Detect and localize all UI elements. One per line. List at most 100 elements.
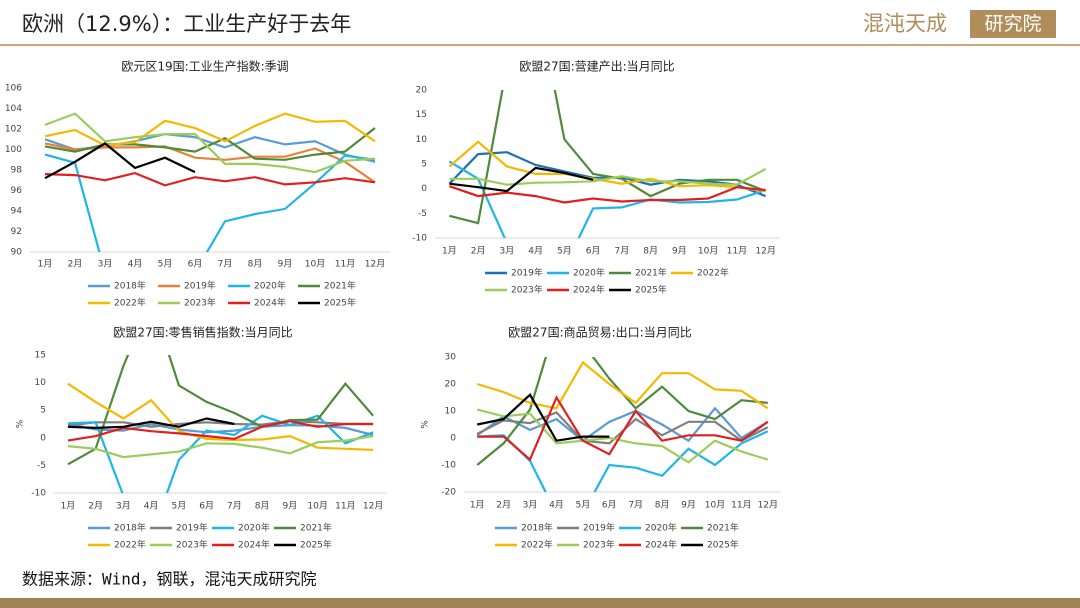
legend-label: 2023年 bbox=[511, 284, 543, 296]
legend-label: 2023年 bbox=[184, 297, 216, 309]
y-tick-label: 15 bbox=[35, 351, 46, 361]
x-tick-label: 11月 bbox=[335, 259, 355, 270]
y-axis-label: % bbox=[421, 420, 431, 429]
series-line bbox=[449, 185, 766, 204]
y-tick-label: 90 bbox=[11, 248, 23, 258]
y-tick-label: 102 bbox=[5, 125, 22, 135]
y-tick-label: 15 bbox=[416, 110, 427, 120]
x-tick-label: 8月 bbox=[248, 259, 263, 270]
x-tick-label: 1月 bbox=[38, 259, 53, 270]
y-tick-label: 10 bbox=[445, 407, 457, 417]
logo-text: 研究院 bbox=[984, 13, 1041, 35]
x-tick-label: 9月 bbox=[672, 246, 687, 257]
x-tick-label: 11月 bbox=[727, 246, 747, 257]
legend-label: 2018年 bbox=[114, 280, 146, 292]
x-tick-label: 7月 bbox=[218, 259, 233, 270]
legend-label: 2021年 bbox=[324, 280, 356, 292]
series-line bbox=[44, 171, 376, 187]
series-line bbox=[67, 417, 235, 430]
legend-label: 2021年 bbox=[707, 522, 739, 534]
series-line bbox=[477, 395, 769, 462]
legend-label: 2020年 bbox=[645, 522, 677, 534]
legend-label: 2020年 bbox=[254, 280, 286, 292]
legend-label: 2019年 bbox=[176, 522, 208, 534]
logo-box bbox=[970, 10, 1056, 38]
y-tick-label: -10 bbox=[31, 489, 46, 499]
legend-label: 2024年 bbox=[238, 539, 270, 551]
series-line bbox=[449, 90, 767, 225]
series-line bbox=[44, 112, 376, 147]
chart-title: 欧盟27国:零售销售指数:当月同比 bbox=[113, 325, 292, 340]
legend-label: 2018年 bbox=[521, 522, 553, 534]
legend-label: 2018年 bbox=[114, 522, 146, 534]
y-tick-label: 106 bbox=[5, 84, 22, 94]
x-tick-label: 4月 bbox=[128, 259, 143, 270]
legend-label: 2024年 bbox=[645, 539, 677, 551]
x-tick-label: 7月 bbox=[615, 246, 630, 257]
series-line bbox=[448, 151, 767, 198]
x-tick-label: 6月 bbox=[199, 501, 214, 512]
legend-label: 2023年 bbox=[583, 539, 615, 551]
x-tick-label: 2月 bbox=[68, 259, 83, 270]
legend-label: 2025年 bbox=[300, 539, 332, 551]
y-tick-label: 98 bbox=[11, 166, 23, 176]
legend-label: 2020年 bbox=[238, 522, 270, 534]
page-title: 欧洲（12.9%）：工业生产好于去年 bbox=[22, 12, 351, 36]
y-tick-label: 0 bbox=[40, 433, 46, 443]
x-tick-label: 10月 bbox=[305, 259, 325, 270]
y-tick-label: 20 bbox=[445, 380, 457, 390]
series-line bbox=[44, 142, 196, 180]
y-tick-label: 0 bbox=[450, 434, 456, 444]
x-tick-label: 10月 bbox=[705, 500, 725, 511]
x-tick-label: 11月 bbox=[335, 501, 355, 512]
y-tick-label: -20 bbox=[441, 488, 456, 498]
legend-label: 2022年 bbox=[521, 539, 553, 551]
y-tick-label: 30 bbox=[445, 353, 457, 363]
x-tick-label: 3月 bbox=[523, 500, 538, 511]
x-tick-label: 12月 bbox=[363, 501, 383, 512]
series-line bbox=[449, 167, 767, 186]
x-tick-label: 6月 bbox=[188, 259, 203, 270]
legend-label: 2021年 bbox=[635, 267, 667, 279]
y-tick-label: -10 bbox=[441, 461, 456, 471]
logo-text: 混沌天成 bbox=[863, 12, 947, 36]
x-tick-label: 5月 bbox=[557, 246, 572, 257]
legend-label: 2019年 bbox=[184, 280, 216, 292]
x-tick-label: 8月 bbox=[655, 500, 670, 511]
series-line bbox=[67, 414, 374, 493]
series-line bbox=[44, 112, 376, 174]
x-tick-label: 3月 bbox=[98, 259, 113, 270]
x-tick-label: 9月 bbox=[681, 500, 696, 511]
x-tick-label: 4月 bbox=[528, 246, 543, 257]
legend-label: 2022年 bbox=[114, 539, 146, 551]
series-line bbox=[476, 406, 769, 443]
x-tick-label: 8月 bbox=[643, 246, 658, 257]
series-line bbox=[67, 382, 374, 451]
y-tick-label: 100 bbox=[5, 145, 22, 155]
y-tick-label: 92 bbox=[11, 227, 22, 237]
x-tick-label: 6月 bbox=[586, 246, 601, 257]
x-tick-label: 7月 bbox=[227, 501, 242, 512]
y-tick-label: -10 bbox=[412, 234, 427, 244]
series-line bbox=[448, 160, 766, 238]
x-tick-label: 2月 bbox=[496, 500, 511, 511]
y-tick-label: 104 bbox=[5, 104, 22, 114]
x-tick-label: 5月 bbox=[172, 501, 187, 512]
y-axis-label: % bbox=[16, 419, 26, 428]
series-line bbox=[44, 153, 376, 252]
y-tick-label: 0 bbox=[421, 184, 427, 194]
x-tick-label: 5月 bbox=[158, 259, 173, 270]
legend-label: 2020年 bbox=[573, 267, 605, 279]
x-tick-label: 1月 bbox=[470, 500, 485, 511]
legend-label: 2019年 bbox=[511, 267, 543, 279]
y-tick-label: 5 bbox=[40, 406, 46, 416]
legend-label: 2025年 bbox=[324, 297, 356, 309]
legend-label: 2024年 bbox=[573, 284, 605, 296]
legend-label: 2025年 bbox=[635, 284, 667, 296]
x-tick-label: 2月 bbox=[471, 246, 486, 257]
y-tick-label: 10 bbox=[416, 135, 428, 145]
legend-label: 2024年 bbox=[254, 297, 286, 309]
x-tick-label: 4月 bbox=[144, 501, 159, 512]
x-tick-label: 3月 bbox=[116, 501, 131, 512]
